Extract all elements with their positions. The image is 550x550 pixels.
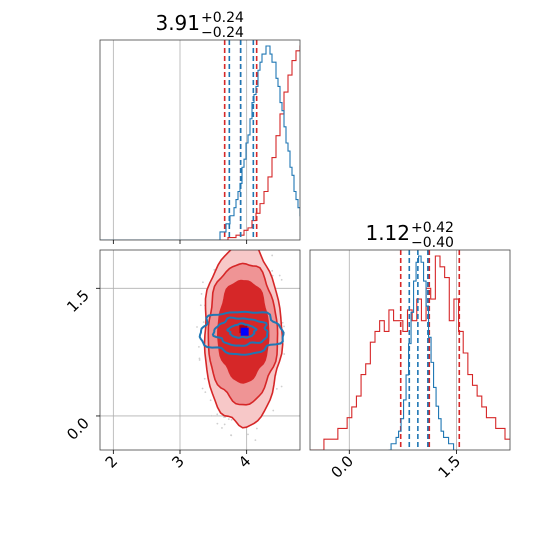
sample-point <box>209 399 212 402</box>
sample-point <box>203 377 206 380</box>
sample-point <box>216 413 219 416</box>
right-panel-frame <box>309 249 511 451</box>
sample-point <box>224 245 226 247</box>
sample-point <box>255 427 258 430</box>
x-tick-label-param-1: 4 <box>235 452 254 471</box>
sample-point <box>213 268 216 271</box>
contour-series-2-level-3 <box>226 322 258 339</box>
sample-point <box>235 247 237 249</box>
sample-point <box>216 422 219 425</box>
histogram-param-2-series-2 <box>388 255 459 450</box>
marginal-panel-param-1 <box>99 39 301 241</box>
sample-point <box>243 246 245 248</box>
x-tick-label-param-1: 2 <box>102 452 121 471</box>
sample-point <box>275 387 278 390</box>
sample-point <box>223 423 226 426</box>
contour-series-2-level-2 <box>211 316 269 347</box>
title-1-minus: −0.24 <box>201 25 244 41</box>
contour-series-2-level-1 <box>198 310 285 356</box>
title-param-1: 3.91 <box>155 11 200 35</box>
histogram-param-1-series-2 <box>100 45 300 240</box>
title-2-minus: −0.40 <box>411 235 454 251</box>
sample-point <box>204 391 207 394</box>
sample-point <box>202 321 205 324</box>
sample-point <box>198 345 200 348</box>
sample-point <box>280 278 283 281</box>
x-tick-label-param-1: 3 <box>168 452 187 471</box>
sample-point <box>198 357 201 360</box>
peak-marker-series-2 <box>240 327 249 336</box>
y-tick-label-param-2: 1.5 <box>63 286 93 316</box>
title-param-2: 1.12 <box>365 221 410 245</box>
sample-point <box>283 325 285 328</box>
sample-point <box>221 427 223 429</box>
sample-point <box>281 321 284 324</box>
sample-point <box>230 434 233 437</box>
sample-point <box>196 326 198 328</box>
sample-point <box>280 385 283 388</box>
sample-point <box>254 245 256 247</box>
sample-point <box>202 281 204 284</box>
histogram-param-1-series-1 <box>100 45 300 240</box>
sample-point <box>272 409 275 412</box>
title-2-value: 1.12 <box>365 221 410 245</box>
sample-point <box>199 304 202 307</box>
sample-point <box>283 353 286 355</box>
sample-point <box>271 254 274 257</box>
top-panel-frame <box>99 39 301 241</box>
title-2-plus: +0.42 <box>411 220 454 236</box>
x-tick-label-param-2: 1.5 <box>435 452 465 482</box>
joint-panel <box>99 241 301 451</box>
histogram-param-2-series-1 <box>310 255 510 450</box>
title-1-value: 3.91 <box>155 11 200 35</box>
sample-point <box>249 244 251 246</box>
sample-point <box>230 419 233 421</box>
marginal-panel-param-2 <box>309 249 511 451</box>
sample-point <box>227 418 230 421</box>
sample-point <box>198 359 201 361</box>
top-panel-background <box>100 40 300 240</box>
sample-point <box>263 241 265 243</box>
x-tick-label-param-2: 0.0 <box>328 452 358 482</box>
sample-point <box>278 274 281 277</box>
sample-point <box>200 293 203 295</box>
sample-point <box>254 439 257 442</box>
title-1-plus: +0.24 <box>201 10 244 26</box>
sample-point <box>271 269 274 272</box>
sample-point <box>201 387 204 390</box>
y-tick-label-param-2: 0.0 <box>63 414 93 444</box>
sample-point <box>257 245 259 247</box>
joint-panel-frame <box>99 249 301 451</box>
sample-point <box>247 433 249 436</box>
sample-point <box>210 414 213 417</box>
